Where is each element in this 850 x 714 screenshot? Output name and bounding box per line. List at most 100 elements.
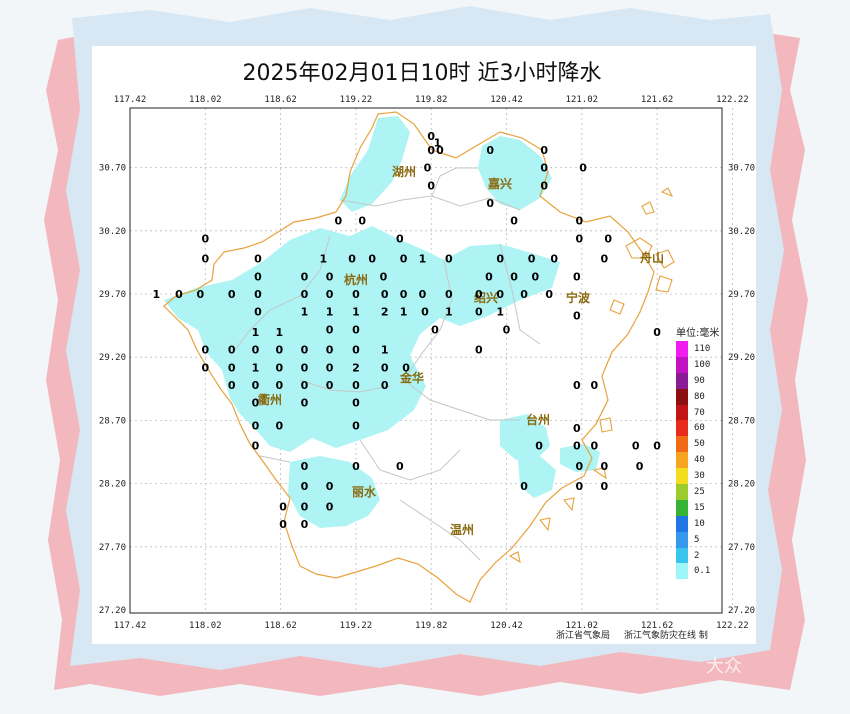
legend-item: 40	[676, 452, 719, 469]
station-value: 0	[352, 344, 360, 357]
station-value: 0	[636, 460, 644, 473]
lon-tick-bottom: 122.22	[716, 621, 749, 631]
legend-swatch	[676, 404, 688, 421]
province-outline	[163, 111, 655, 603]
legend-label: 30	[694, 471, 705, 482]
station-value: 0	[601, 253, 609, 266]
station-value: 0	[381, 379, 389, 392]
station-value: 0	[352, 379, 360, 392]
lon-tick-bottom: 118.62	[264, 621, 297, 631]
legend-item: 25	[676, 484, 719, 500]
lon-tick-top: 119.82	[415, 95, 448, 105]
lon-tick-top: 120.42	[490, 95, 523, 105]
station-value: 0	[653, 326, 661, 339]
legend-label: 0.1	[694, 566, 711, 577]
legend-swatch	[676, 420, 688, 437]
paper-sheet	[92, 46, 756, 644]
lon-tick-top: 118.62	[264, 95, 297, 105]
station-value: 0	[532, 270, 540, 283]
legend-label: 70	[694, 407, 705, 418]
station-value: 2	[352, 361, 360, 374]
lat-tick-right: 28.70	[728, 416, 755, 426]
rain-area-south-1	[288, 456, 380, 528]
station-value: 0	[575, 480, 583, 493]
station-value: 0	[301, 460, 309, 473]
lat-tick-left: 29.20	[99, 353, 126, 363]
station-value: 0	[575, 232, 583, 245]
station-value: 0	[520, 288, 528, 301]
station-value: 0	[352, 460, 360, 473]
station-value: 0	[528, 253, 536, 266]
station-value: 0	[175, 288, 183, 301]
station-value: 0	[424, 162, 432, 175]
station-value: 0	[550, 253, 558, 266]
station-value: 0	[301, 500, 309, 513]
station-value: 1	[434, 136, 442, 149]
lat-tick-left: 30.70	[99, 164, 126, 174]
station-value: 0	[352, 397, 360, 410]
legend-item: 30	[676, 468, 719, 485]
station-value: 0	[201, 232, 209, 245]
station-value: 0	[326, 270, 334, 283]
legend-swatch	[676, 515, 688, 532]
station-value: 1	[301, 306, 309, 319]
lat-tick-left: 28.70	[99, 416, 126, 426]
station-value: 1	[352, 306, 360, 319]
lon-tick-top: 118.02	[189, 95, 222, 105]
station-value: 1	[496, 306, 504, 319]
station-value: 0	[503, 323, 511, 336]
station-value: 0	[301, 397, 309, 410]
legend-swatch	[676, 468, 688, 485]
station-value: 0	[301, 379, 309, 392]
legend-label: 100	[694, 359, 711, 370]
legend-scale: 110 100 90 80 70 60 50 40 30 25 15 10 5 2 0.1	[676, 341, 719, 580]
station-value: 0	[368, 253, 376, 266]
legend-swatch	[676, 341, 688, 357]
chart-title: 2025年02月01日10时 近3小时降水	[242, 61, 602, 86]
station-value: 0	[510, 270, 518, 283]
station-value: 0	[591, 379, 599, 392]
station-value: 1	[445, 306, 453, 319]
station-value: 1	[381, 344, 389, 357]
legend: 单位:毫米 110 100 90 80 70 60 50 40 30 25 15 10 5 2 0.1	[676, 324, 719, 580]
legend-label: 90	[694, 375, 705, 386]
lon-tick-bottom: 121.62	[641, 621, 674, 631]
rain-area-coast	[518, 456, 556, 498]
legend-item: 90	[676, 372, 719, 389]
station-value: 0	[228, 288, 236, 301]
watermark: 大众	[706, 656, 742, 677]
station-value: 0	[573, 379, 581, 392]
station-value: 0	[427, 130, 435, 143]
legend-label: 50	[694, 439, 705, 450]
legend-label: 60	[694, 423, 705, 434]
legend-label: 80	[694, 391, 705, 402]
station-value: 1	[319, 253, 327, 266]
station-value: 0	[326, 288, 334, 301]
station-value: 1	[326, 306, 334, 319]
station-value: 0	[380, 270, 388, 283]
legend-label: 15	[694, 502, 705, 513]
station-value: 0	[301, 288, 309, 301]
map-border	[129, 107, 723, 614]
station-value: 0	[545, 288, 553, 301]
city-label: 丽水	[352, 484, 377, 499]
station-value: 0	[279, 518, 287, 531]
station-value: 0	[252, 344, 260, 357]
legend-item: 10	[676, 515, 719, 532]
lon-tick-bottom: 119.82	[415, 621, 448, 631]
rain-area-south-2	[500, 414, 550, 460]
station-value: 0	[475, 306, 483, 319]
lat-tick-left: 30.20	[99, 227, 126, 237]
station-value: 0	[427, 144, 435, 157]
lon-tick-top: 117.42	[114, 95, 147, 105]
legend-swatch	[676, 531, 688, 548]
legend-label: 10	[694, 518, 705, 529]
legend-item: 60	[676, 420, 719, 437]
station-value: 0	[579, 162, 587, 175]
station-value: 0	[358, 215, 366, 228]
station-value: 0	[573, 422, 581, 435]
station-value: 0	[436, 144, 444, 157]
